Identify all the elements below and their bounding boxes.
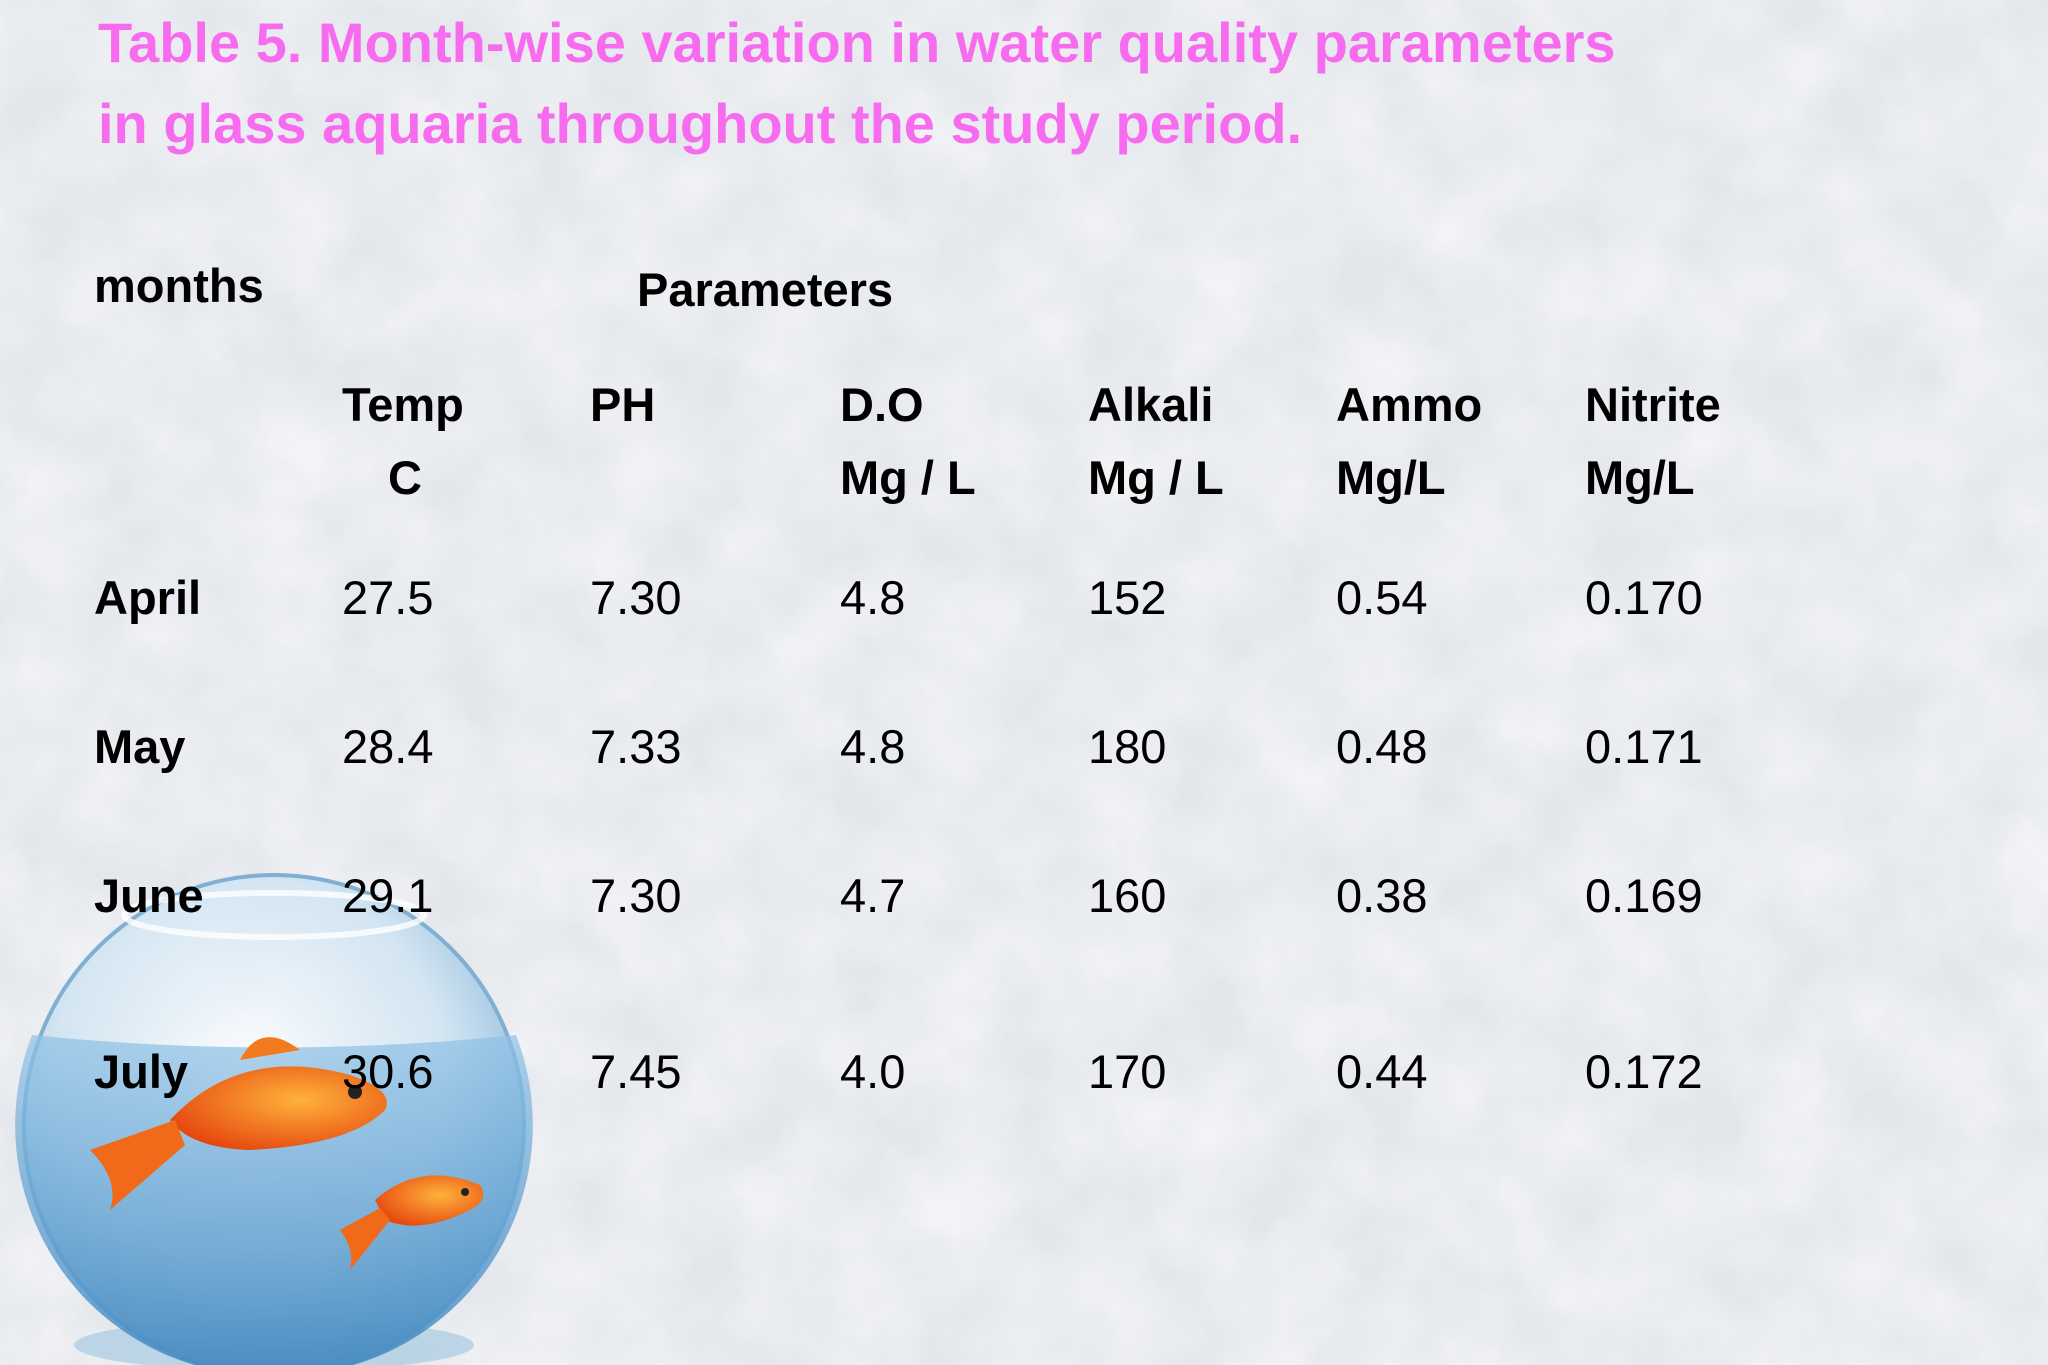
- table-cell: 0.44: [1336, 1045, 1427, 1098]
- group-header: Parameters: [637, 263, 893, 316]
- row-header: June: [94, 869, 204, 922]
- table-cell: 0.48: [1336, 720, 1427, 773]
- table-cell: 4.7: [840, 869, 905, 922]
- column-header: Nitrite: [1585, 378, 1721, 431]
- column-header: Alkali: [1088, 378, 1213, 431]
- table-cell: 28.4: [342, 720, 433, 773]
- table-cell: 0.38: [1336, 869, 1427, 922]
- table-cell: 180: [1088, 720, 1166, 773]
- table-cell: 7.45: [590, 1045, 681, 1098]
- row-header: May: [94, 720, 185, 773]
- fishbowl-illustration: [15, 873, 533, 1365]
- table-cell: 0.172: [1585, 1045, 1703, 1098]
- title-line: Table 5. Month-wise variation in water q…: [98, 11, 1631, 155]
- table-cell: 152: [1088, 571, 1166, 624]
- column-header: PH: [590, 378, 655, 431]
- row-header: April: [94, 571, 201, 624]
- table-cell: 7.30: [590, 571, 681, 624]
- table-cell: 0.171: [1585, 720, 1703, 773]
- table-cell: 29.1: [342, 869, 433, 922]
- table-cell: 0.169: [1585, 869, 1703, 922]
- column-unit: Mg/L: [1585, 451, 1695, 504]
- column-header: Ammo: [1336, 378, 1482, 431]
- table-cell: 4.8: [840, 571, 905, 624]
- table-cell: 7.30: [590, 869, 681, 922]
- table-cell: 0.54: [1336, 571, 1427, 624]
- table-cell: 0.170: [1585, 571, 1703, 624]
- table: Temp C PH D.O Mg / L Alkali Mg / L Ammo Mg/L Nitr…: [94, 378, 1721, 1098]
- table-cell: 4.8: [840, 720, 905, 773]
- table-cell: 160: [1088, 869, 1166, 922]
- table-cell: 27.5: [342, 571, 433, 624]
- column-header: D.O: [840, 378, 924, 431]
- column-unit: Mg / L: [840, 451, 976, 504]
- table-cell: 170: [1088, 1045, 1166, 1098]
- table-cell: 7.33: [590, 720, 681, 773]
- column-header: Temp: [342, 378, 464, 431]
- table-cell: 30.6: [342, 1045, 433, 1098]
- column-unit: Mg/L: [1336, 451, 1446, 504]
- column-unit: Mg / L: [1088, 451, 1224, 504]
- row-header: July: [94, 1045, 188, 1098]
- title: Table 5. Month-wise variation in water q…: [98, 11, 1631, 155]
- column-unit: C: [388, 451, 422, 504]
- table-cell: 4.0: [840, 1045, 905, 1098]
- corner-header: months: [94, 259, 264, 312]
